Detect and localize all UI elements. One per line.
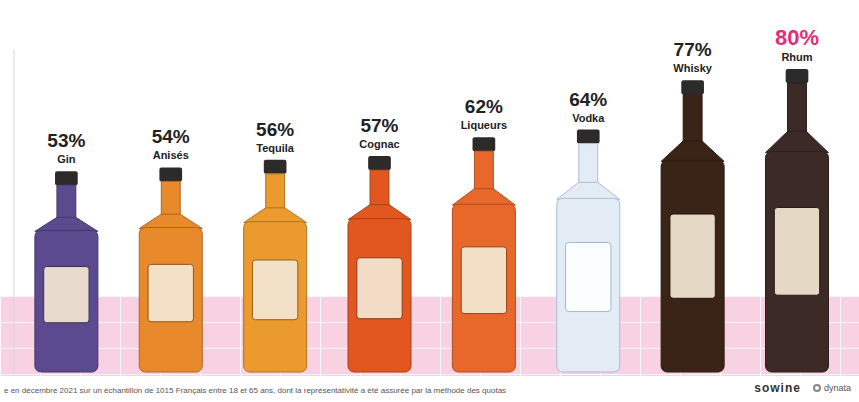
svg-text:Tequila: Tequila bbox=[256, 142, 295, 154]
svg-text:56%: 56% bbox=[256, 119, 294, 140]
svg-text:62%: 62% bbox=[465, 96, 503, 117]
svg-text:53%: 53% bbox=[47, 130, 85, 151]
svg-text:Anisés: Anisés bbox=[153, 149, 189, 161]
svg-text:77%: 77% bbox=[674, 39, 712, 60]
svg-text:Gin: Gin bbox=[57, 153, 76, 165]
svg-text:Vodka: Vodka bbox=[572, 112, 605, 124]
html-text:sowine: sowine bbox=[754, 381, 801, 395]
svg-text:57%: 57% bbox=[360, 115, 398, 136]
svg-text:80%: 80% bbox=[775, 25, 819, 50]
svg-text:54%: 54% bbox=[152, 126, 190, 147]
svg-text:Whisky: Whisky bbox=[673, 62, 712, 74]
svg-text:Rhum: Rhum bbox=[781, 51, 812, 63]
svg-text:Liqueurs: Liqueurs bbox=[461, 119, 507, 131]
html-text:e en décembre 2021 sur un écha: e en décembre 2021 sur un échantillon de… bbox=[4, 386, 507, 395]
html-text:dynata: dynata bbox=[824, 383, 851, 393]
svg-text:64%: 64% bbox=[569, 89, 607, 110]
svg-text:Cognac: Cognac bbox=[359, 138, 399, 150]
